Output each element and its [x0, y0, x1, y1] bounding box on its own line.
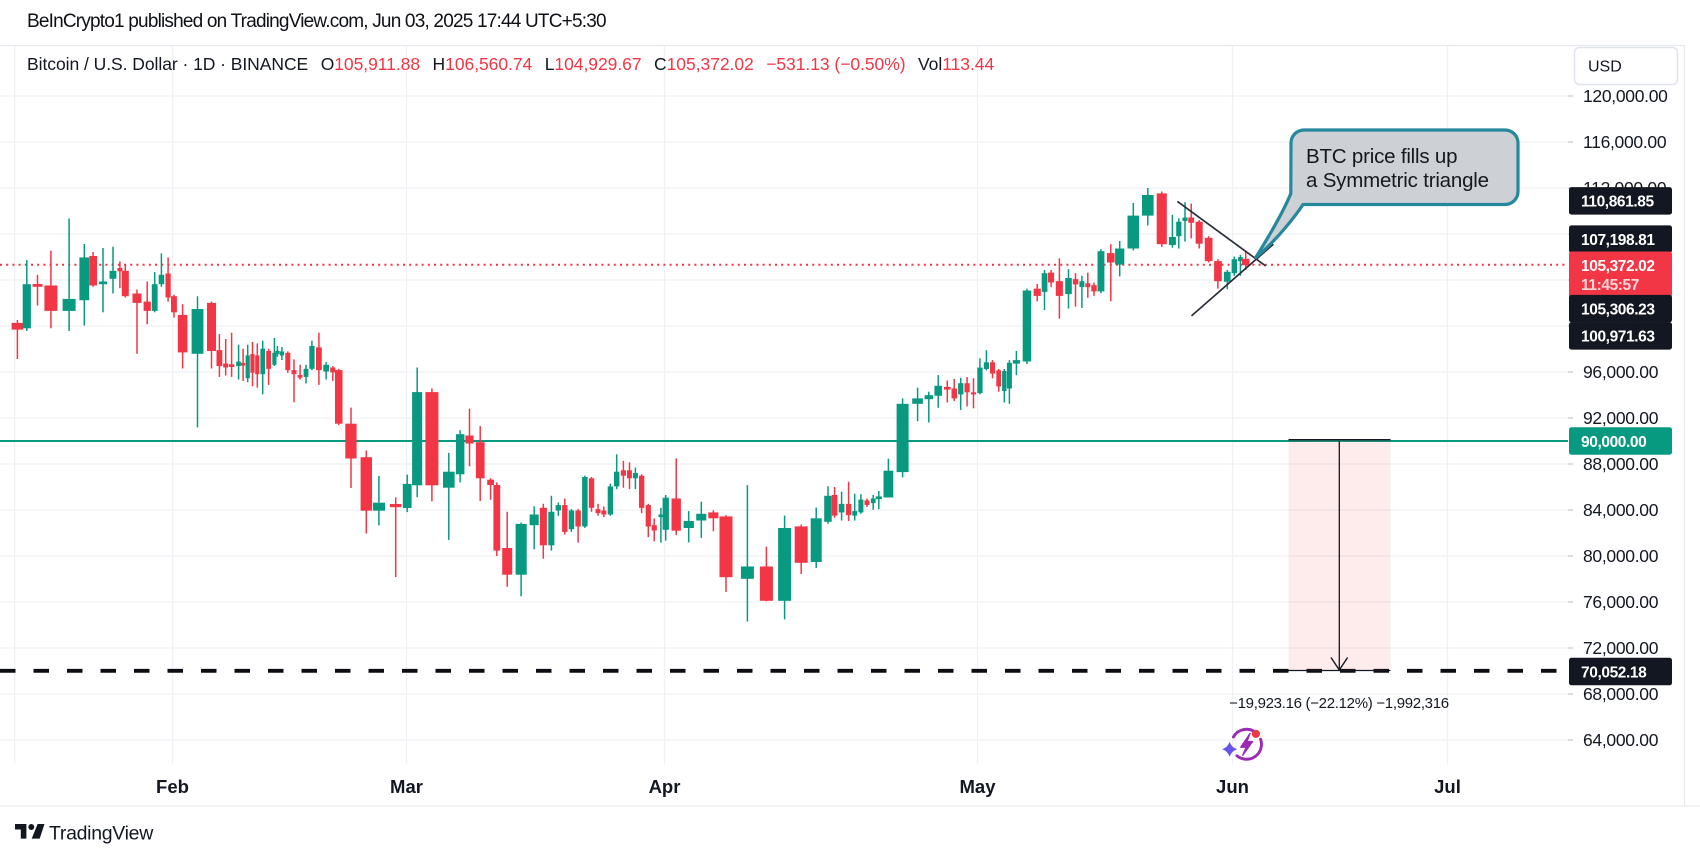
svg-text:84,000.00: 84,000.00 — [1583, 500, 1659, 520]
svg-text:72,000.00: 72,000.00 — [1583, 638, 1659, 658]
svg-text:64,000.00: 64,000.00 — [1583, 730, 1659, 750]
svg-text:68,000.00: 68,000.00 — [1583, 684, 1659, 704]
svg-text:−19,923.16 (−22.12%) −1,992,31: −19,923.16 (−22.12%) −1,992,316 — [1229, 695, 1449, 712]
svg-text:a Symmetric triangle: a Symmetric triangle — [1306, 169, 1489, 192]
svg-text:Feb: Feb — [156, 776, 189, 797]
svg-text:116,000.00: 116,000.00 — [1583, 132, 1667, 152]
svg-text:Apr: Apr — [649, 776, 681, 797]
svg-text:100,971.63: 100,971.63 — [1581, 329, 1655, 346]
svg-text:105,306.23: 105,306.23 — [1581, 302, 1655, 319]
svg-text:Jun: Jun — [1216, 776, 1249, 797]
svg-text:80,000.00: 80,000.00 — [1583, 546, 1659, 566]
svg-text:70,052.18: 70,052.18 — [1581, 664, 1647, 681]
svg-text:88,000.00: 88,000.00 — [1583, 454, 1659, 474]
svg-text:105,372.02: 105,372.02 — [1581, 258, 1655, 275]
svg-text:92,000.00: 92,000.00 — [1583, 408, 1659, 428]
svg-text:USD: USD — [1588, 59, 1622, 76]
svg-text:76,000.00: 76,000.00 — [1583, 592, 1659, 612]
svg-text:Jul: Jul — [1434, 776, 1461, 797]
svg-text:107,198.81: 107,198.81 — [1581, 232, 1655, 249]
svg-text:TradingView: TradingView — [49, 823, 154, 845]
svg-text:96,000.00: 96,000.00 — [1583, 362, 1659, 382]
svg-text:May: May — [960, 776, 997, 797]
svg-text:BTC price fills up: BTC price fills up — [1306, 145, 1457, 168]
svg-text:90,000.00: 90,000.00 — [1581, 434, 1646, 451]
svg-text:Mar: Mar — [390, 776, 423, 797]
svg-text:110,861.85: 110,861.85 — [1581, 194, 1655, 211]
svg-text:120,000.00: 120,000.00 — [1583, 86, 1668, 106]
svg-text:11:45:57: 11:45:57 — [1581, 277, 1639, 294]
